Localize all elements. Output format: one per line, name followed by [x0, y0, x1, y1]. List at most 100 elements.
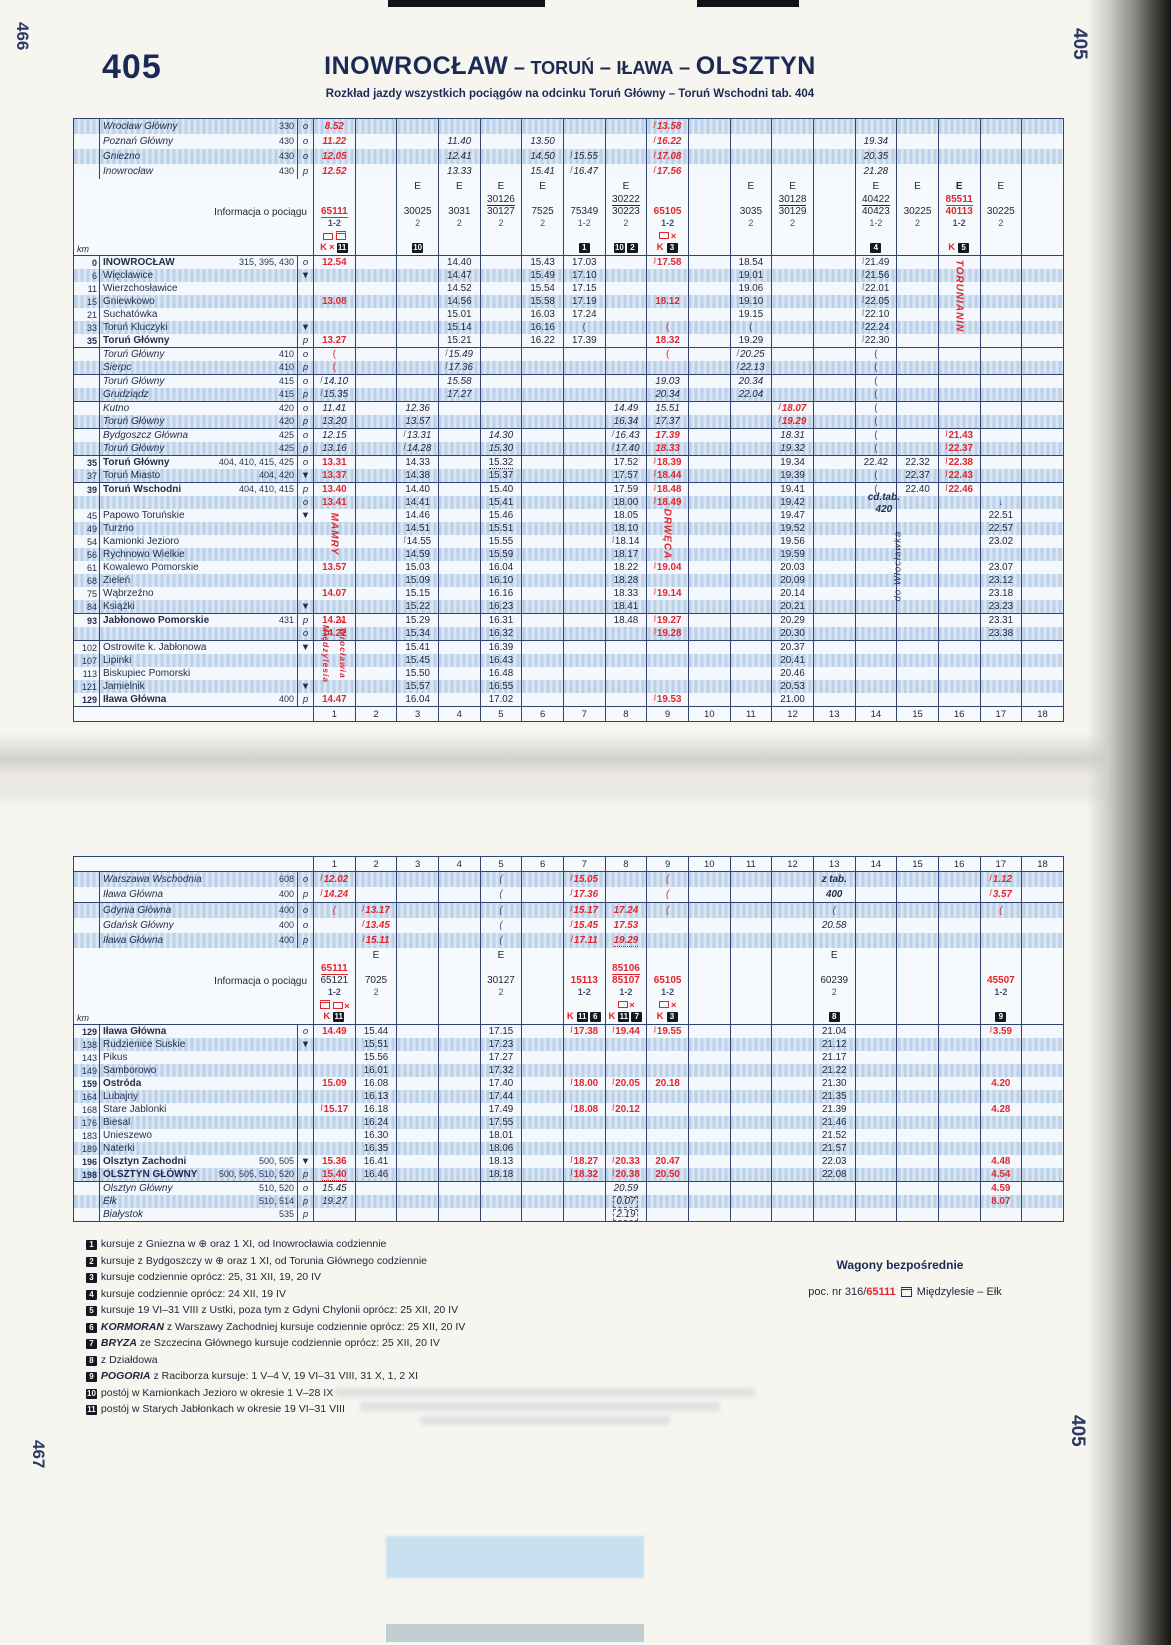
- time-cell: [979, 361, 1022, 375]
- time-cell: 12.36: [396, 401, 439, 415]
- time-cell: 21.30: [812, 1077, 856, 1090]
- time-cell: [437, 902, 481, 918]
- station-name: Iława Główna: [103, 694, 167, 705]
- time-cell: 22.40: [896, 482, 939, 496]
- time-cell: 13.17: [354, 902, 397, 918]
- page-number-left-top: 466: [13, 22, 32, 51]
- time-cell: [396, 308, 439, 321]
- time-cell: [396, 347, 439, 361]
- train-number: 65121: [315, 975, 354, 987]
- time-cell: 16.10: [479, 574, 522, 587]
- time-cell: [1021, 680, 1064, 693]
- time-cell: [437, 1142, 481, 1155]
- time-value: 18.10: [613, 523, 639, 534]
- time-cell: [979, 1142, 1022, 1155]
- time-value: 18.13: [488, 1156, 514, 1167]
- time-cell: [437, 1155, 481, 1168]
- time-cell: 15.44: [354, 1024, 397, 1038]
- time-value: (: [582, 322, 586, 333]
- train-number-text: 30222: [612, 194, 640, 206]
- time-value: 20.59: [613, 1183, 639, 1194]
- time-value: (: [874, 376, 878, 387]
- train-numbers: 15113: [565, 963, 604, 987]
- time-value: 14.07: [322, 588, 347, 599]
- train-marks: [357, 1011, 396, 1024]
- km-cell: 6: [73, 269, 100, 282]
- time-cell: 20.41: [771, 654, 814, 667]
- time-value: 15.45: [405, 655, 430, 666]
- km-cell: 164: [73, 1090, 100, 1103]
- arrival-departure-cell: o: [296, 1181, 314, 1195]
- time-cell: [854, 654, 897, 667]
- time-cell: [771, 295, 814, 308]
- time-cell: [979, 149, 1022, 164]
- time-cell: [354, 374, 397, 388]
- time-value: 16.46: [363, 1169, 389, 1180]
- time-value: 15.37: [488, 470, 514, 481]
- time-cell: [896, 627, 939, 641]
- time-cell: 15.59: [479, 548, 522, 561]
- time-cell: [896, 1090, 939, 1103]
- time-cell: 20.21: [771, 600, 814, 614]
- km-cell: [73, 1195, 100, 1208]
- station-name-cell: Toruń Miasto 404, 420: [99, 469, 298, 483]
- time-cell: [896, 308, 939, 321]
- time-cell: [812, 613, 856, 627]
- footnote-square: 3: [666, 243, 678, 253]
- station-name: Ełk: [103, 1196, 117, 1207]
- time-cell: [771, 255, 814, 269]
- col-number-cell: 10: [687, 856, 731, 872]
- km-cell: [73, 442, 100, 456]
- train-info-stack: E 30127 2: [482, 950, 521, 1024]
- arrival-departure-cell: [296, 1142, 314, 1155]
- time-cell: 16.39: [479, 640, 522, 654]
- time-cell: [646, 1103, 689, 1116]
- train-number: 40423: [857, 206, 896, 218]
- train-marks: [398, 1011, 437, 1024]
- station-table-refs: 400: [278, 920, 294, 930]
- km-cell: 35: [86, 335, 97, 346]
- train-marks: K 11 7: [607, 1011, 646, 1024]
- station-name: Iława Główna: [103, 1026, 167, 1037]
- train-marks: [1023, 1011, 1062, 1024]
- train-class: 1-2: [619, 987, 633, 997]
- time-cell: 17.02: [479, 693, 522, 707]
- time-cell: [812, 134, 856, 149]
- time-cell: [521, 1024, 564, 1038]
- arrival-departure-cell: o: [297, 496, 314, 509]
- train-marks: [732, 1011, 771, 1024]
- train-number-text: 40422: [861, 194, 890, 206]
- time-cell: [687, 401, 731, 415]
- time-value: 17.58: [654, 257, 682, 268]
- train-numbers: [857, 963, 896, 987]
- time-cell: 15.41: [396, 640, 439, 654]
- time-cell: 23.23: [979, 600, 1022, 614]
- time-cell: 21.17: [812, 1051, 856, 1064]
- arrival-departure-cell: ▼: [297, 321, 314, 334]
- station-row: 196 Olsztyn Zachodni 500, 505 ▼ 15.36 16.41 18…: [74, 1155, 1064, 1168]
- km-cell: 33: [73, 321, 100, 334]
- time-cell: [979, 667, 1022, 680]
- time-cell: [687, 1051, 731, 1064]
- station-name-cell: OLSZTYN GŁÓWNY 500, 505, 510, 520: [99, 1168, 298, 1182]
- time-value: 16.41: [363, 1156, 389, 1167]
- time-value: 14.28: [404, 443, 431, 454]
- time-cell: [896, 522, 939, 535]
- time-cell: [979, 1051, 1022, 1064]
- time-cell: [646, 282, 689, 295]
- time-cell: [1021, 1090, 1064, 1103]
- time-cell: 15.56: [354, 1051, 397, 1064]
- train-numbers: 30128 30129: [773, 194, 812, 218]
- arrival-departure-cell: p: [297, 442, 314, 456]
- time-cell: [729, 627, 772, 641]
- time-cell: [937, 1090, 981, 1103]
- train-e-mark: E: [455, 181, 463, 192]
- time-cell: (: [854, 401, 897, 415]
- time-cell: [896, 654, 939, 667]
- station-name: Poznań Główny: [103, 136, 174, 147]
- time-cell: [979, 1090, 1022, 1103]
- time-cell: 18.49: [646, 496, 689, 509]
- time-cell: [729, 548, 772, 561]
- time-cell: [521, 871, 564, 887]
